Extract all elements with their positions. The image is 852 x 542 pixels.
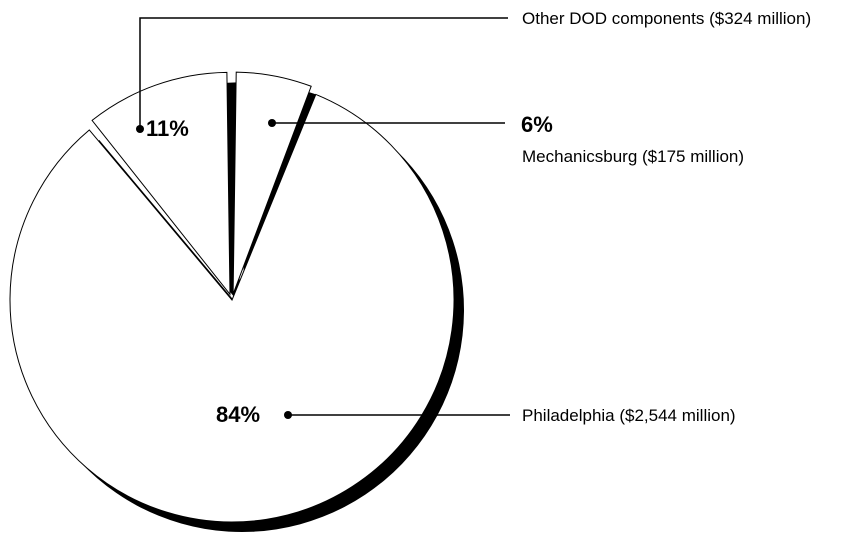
category-label: Mechanicsburg ($175 million): [522, 147, 745, 166]
value-label: 6%: [521, 112, 553, 137]
slice: [91, 71, 231, 296]
leader-line: [139, 17, 508, 129]
value-label: 11%: [146, 116, 189, 141]
slice: [232, 71, 312, 295]
category-label: Other DOD components ($324 million): [522, 9, 812, 28]
value-label: 84%: [216, 402, 261, 427]
category-label: Philadelphia ($2,544 million): [522, 406, 736, 425]
